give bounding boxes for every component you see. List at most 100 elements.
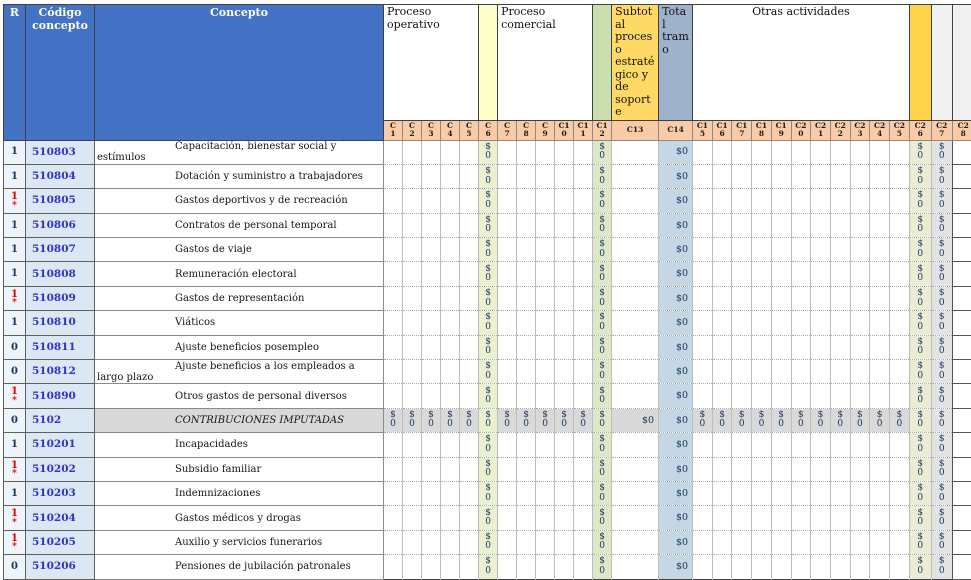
- cell-c14: $0: [659, 384, 693, 408]
- cell-c12: $ 0: [593, 311, 612, 335]
- cell-c23: [850, 506, 870, 530]
- cell-c8: [517, 555, 536, 579]
- cell-c27: $ 0: [931, 433, 952, 457]
- cell-c20: $ 0: [791, 408, 811, 432]
- cell-c22: [830, 286, 850, 310]
- cell-c5: [460, 384, 479, 408]
- codigo-concepto-link[interactable]: 510806: [26, 213, 95, 237]
- cell-c25: [889, 384, 909, 408]
- cell-c6: $ 0: [479, 555, 498, 579]
- cell-c22: [830, 530, 850, 554]
- cell-c19: [771, 481, 791, 505]
- cell-c12: $ 0: [593, 481, 612, 505]
- cell-c27: $ 0: [931, 481, 952, 505]
- column-header-c17: C1 7: [732, 120, 752, 140]
- codigo-concepto-link[interactable]: 510201: [26, 433, 95, 457]
- cell-c5: [460, 286, 479, 310]
- cell-c28: [952, 457, 971, 481]
- codigo-concepto-link[interactable]: 510805: [26, 189, 95, 213]
- cell-c23: [850, 555, 870, 579]
- cell-c28: [952, 286, 971, 310]
- cell-c11: $ 0: [574, 408, 593, 432]
- cell-c14: $0: [659, 506, 693, 530]
- column-header-c28: C2 8: [952, 120, 971, 140]
- cell-c22: [830, 506, 850, 530]
- cell-c1: [384, 238, 403, 262]
- cell-c23: [850, 433, 870, 457]
- codigo-concepto-link[interactable]: 510811: [26, 335, 95, 359]
- codigo-concepto-link[interactable]: 510809: [26, 286, 95, 310]
- cell-c10: [555, 360, 574, 384]
- codigo-concepto-link[interactable]: 510808: [26, 262, 95, 286]
- codigo-concepto-link[interactable]: 510205: [26, 530, 95, 554]
- cell-c18: [752, 555, 772, 579]
- cell-c15: [693, 262, 713, 286]
- cell-c6: $ 0: [479, 189, 498, 213]
- cell-c8: [517, 311, 536, 335]
- cell-c12: $ 0: [593, 164, 612, 188]
- r-flag-cell: 0: [4, 335, 26, 359]
- cell-c16: [712, 384, 732, 408]
- cell-c15: [693, 286, 713, 310]
- cell-c11: [574, 189, 593, 213]
- cell-c5: [460, 238, 479, 262]
- cell-c13: [612, 384, 659, 408]
- cell-c4: $ 0: [441, 408, 460, 432]
- cell-c23: [850, 530, 870, 554]
- header-r: R: [4, 5, 26, 141]
- cell-c19: [771, 262, 791, 286]
- cell-c2: $ 0: [403, 408, 422, 432]
- cell-c4: [441, 530, 460, 554]
- codigo-concepto-link[interactable]: 510204: [26, 506, 95, 530]
- concepto-cell: Ajuste beneficios a los empleados a larg…: [95, 360, 384, 384]
- concepto-cell: Indemnizaciones: [95, 481, 384, 505]
- cell-c23: [850, 311, 870, 335]
- cell-c23: [850, 189, 870, 213]
- cell-c13: [612, 360, 659, 384]
- codigo-concepto-link[interactable]: 510807: [26, 238, 95, 262]
- cell-c10: [555, 457, 574, 481]
- codigo-concepto-link[interactable]: 510203: [26, 481, 95, 505]
- codigo-concepto-link[interactable]: 5102: [26, 408, 95, 432]
- asterisk-mark: *: [4, 519, 25, 527]
- cell-c27: $ 0: [931, 238, 952, 262]
- cell-c17: [732, 164, 752, 188]
- concepto-cell: Ajuste beneficios posempleo: [95, 335, 384, 359]
- codigo-concepto-link[interactable]: 510803: [26, 140, 95, 164]
- r-value: 1: [4, 245, 25, 255]
- r-flag-cell: 1*: [4, 530, 26, 554]
- cell-c8: [517, 164, 536, 188]
- cell-c24: [870, 384, 890, 408]
- cell-c7: [498, 164, 517, 188]
- cell-c3: [422, 530, 441, 554]
- cell-c9: [536, 164, 555, 188]
- codigo-concepto-link[interactable]: 510812: [26, 360, 95, 384]
- cell-c13: [612, 140, 659, 164]
- cell-c25: [889, 555, 909, 579]
- cell-c9: [536, 433, 555, 457]
- group-header-total-tramo: Total tramo: [659, 5, 693, 121]
- cell-c21: [811, 555, 831, 579]
- codigo-concepto-link[interactable]: 510810: [26, 311, 95, 335]
- cell-c21: [811, 433, 831, 457]
- cell-c4: [441, 164, 460, 188]
- codigo-concepto-link[interactable]: 510206: [26, 555, 95, 579]
- cell-c23: [850, 335, 870, 359]
- codigo-concepto-link[interactable]: 510202: [26, 457, 95, 481]
- codigo-concepto-link[interactable]: 510890: [26, 384, 95, 408]
- group-header-otras-actividades: Otras actividades: [693, 5, 910, 121]
- cell-c21: $ 0: [811, 408, 831, 432]
- cell-c6: $ 0: [479, 164, 498, 188]
- cell-c11: [574, 164, 593, 188]
- cell-c6: $ 0: [479, 311, 498, 335]
- asterisk-mark: *: [4, 543, 25, 551]
- codigo-concepto-link[interactable]: 510804: [26, 164, 95, 188]
- cell-c12: $ 0: [593, 457, 612, 481]
- cell-c7: [498, 360, 517, 384]
- cell-c9: $ 0: [536, 408, 555, 432]
- cell-c9: [536, 238, 555, 262]
- cell-c18: [752, 286, 772, 310]
- cell-c17: [732, 189, 752, 213]
- cell-c22: [830, 481, 850, 505]
